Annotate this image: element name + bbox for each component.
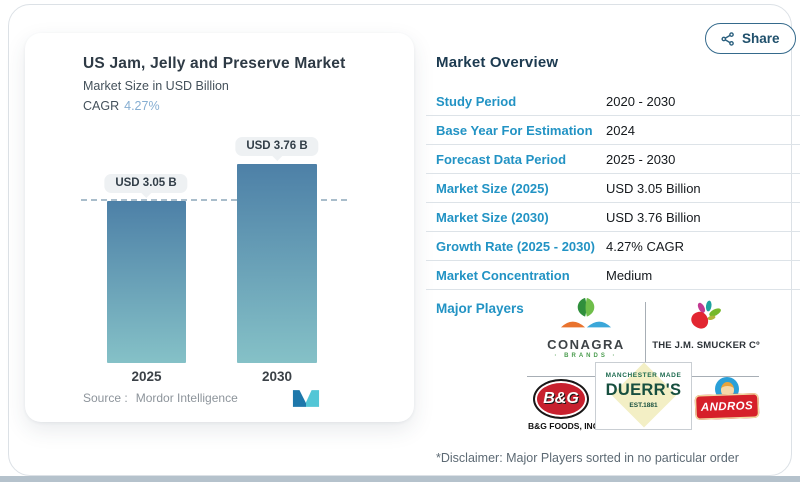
x-axis-label-2030: 2030 [261,369,293,384]
chart-card: US Jam, Jelly and Preserve Market Market… [25,33,414,422]
bg-foods-logo: B&G B&G FOODS, INC. [528,379,602,431]
smucker-wordmark: THE J.M. SMUCKER Cº [652,340,760,351]
row-label: Market Size (2030) [436,209,549,225]
row-label: Market Concentration [436,267,570,283]
bar-value-text: USD 3.05 B [115,177,177,189]
row-value: 2020 - 2030 [606,93,676,109]
bg-foods-badge: B&G [533,379,589,419]
duerrs-wordmark: DUERR'S [605,381,682,399]
cagr-line: CAGR 4.27% [83,99,160,113]
players-vertical-divider [645,302,646,376]
row-label: Growth Rate (2025 - 2030) [436,238,595,254]
bar-value-tooltip-2025: USD 3.05 B [104,174,188,198]
market-overview-table: Study Period 2020 - 2030 Base Year For E… [426,87,800,290]
source-label: Source : [83,391,128,405]
duerrs-tagline: MANCHESTER MADE [605,372,682,379]
conagra-leaf-icon [560,297,612,328]
share-button[interactable]: Share [705,23,796,54]
row-value: 2024 [606,122,635,138]
table-row: Study Period 2020 - 2030 [426,87,800,116]
share-label: Share [742,31,780,46]
conagra-brands-logo: CONAGRA · BRANDS · [534,297,638,359]
row-value: 4.27% CAGR [606,238,685,254]
row-label: Study Period [436,93,517,109]
row-value: USD 3.05 Billion [606,180,701,196]
bar-value-tooltip-2030: USD 3.76 B [235,137,319,161]
source-value: Mordor Intelligence [135,391,238,405]
andros-logo: ANDROS [694,377,760,421]
major-players-label: Major Players [436,301,524,316]
report-card: US Jam, Jelly and Preserve Market Market… [8,4,800,476]
row-value: 2025 - 2030 [606,151,676,167]
share-icon [721,31,734,46]
bar-2030[interactable] [237,164,317,363]
cagr-label: CAGR [83,99,120,113]
jm-smucker-logo: THE J.M. SMUCKER Cº [651,299,761,351]
row-value: USD 3.76 Billion [606,209,701,225]
conagra-brands-text: · BRANDS · [554,353,618,359]
table-row: Growth Rate (2025 - 2030) 4.27% CAGR [426,232,800,261]
table-row: Market Size (2025) USD 3.05 Billion [426,174,800,203]
row-label: Base Year For Estimation [436,122,593,138]
disclaimer-text: *Disclaimer: Major Players sorted in no … [436,451,739,465]
bg-foods-wordmark: B&G FOODS, INC. [528,421,602,431]
duerrs-logo: MANCHESTER MADE DUERR'S EST.1881 [595,362,692,430]
smucker-berry-icon [691,300,721,329]
duerrs-est-text: EST.1881 [629,402,658,409]
reference-dashed-line [81,199,347,201]
row-value: Medium [606,267,653,283]
tooltip-pointer [140,193,151,198]
market-overview-title: Market Overview [436,54,559,71]
table-row: Market Size (2030) USD 3.76 Billion [426,203,800,232]
mordor-intelligence-logo-icon [292,390,320,407]
chart-title: US Jam, Jelly and Preserve Market [83,55,346,72]
row-label: Market Size (2025) [436,180,549,196]
chart-subtitle: Market Size in USD Billion [83,79,229,93]
table-row: Base Year For Estimation 2024 [426,116,800,145]
table-row: Forecast Data Period 2025 - 2030 [426,145,800,174]
tooltip-pointer [271,156,282,161]
andros-wordmark: ANDROS [694,392,760,421]
x-axis-label-2025: 2025 [131,369,162,384]
page-bottom-edge [0,476,800,482]
table-row: Market Concentration Medium [426,261,800,290]
source-line: Source : Mordor Intelligence [83,391,238,405]
cagr-value: 4.27% [124,99,160,113]
conagra-wordmark: CONAGRA [547,337,625,352]
bar-value-text: USD 3.76 B [246,140,308,152]
bar-2025[interactable] [107,201,186,363]
row-label: Forecast Data Period [436,151,567,167]
